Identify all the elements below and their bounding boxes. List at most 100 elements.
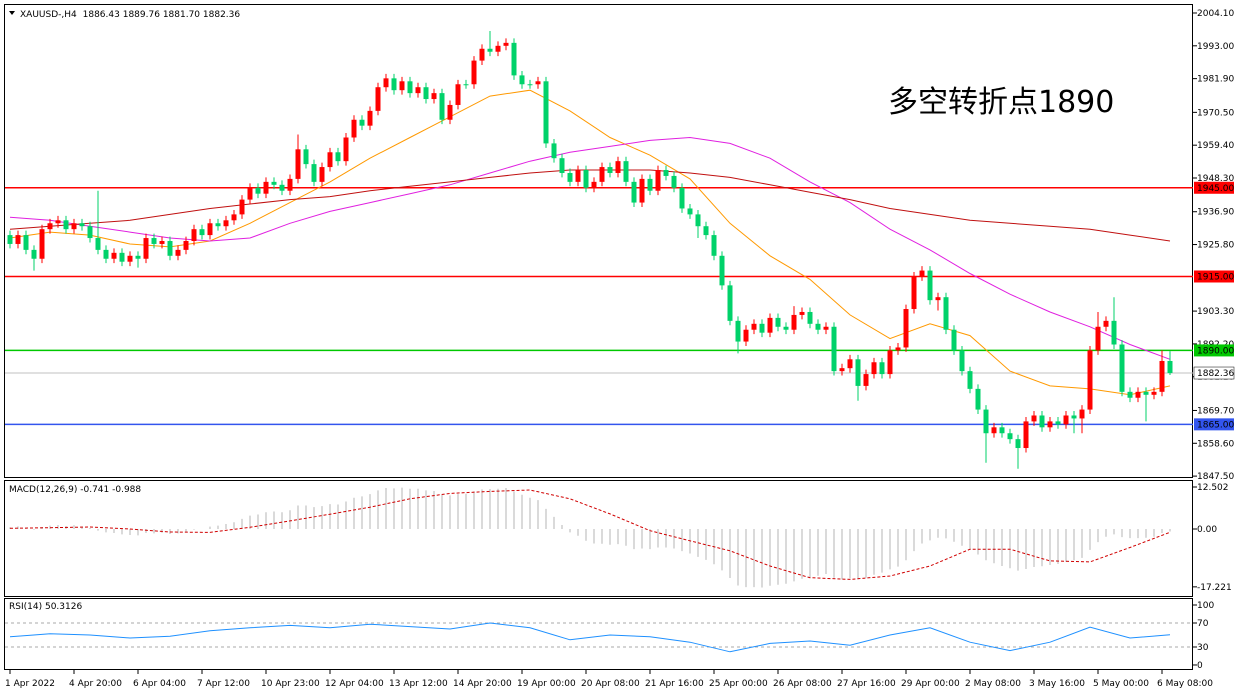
candle-body <box>295 149 301 179</box>
y-tick-label: 12.502 <box>1197 483 1229 493</box>
candle-body <box>775 317 781 327</box>
indicator-value: 50.3126 <box>45 602 82 612</box>
candle-body <box>271 181 277 185</box>
candle-body <box>839 368 845 372</box>
candle-body <box>735 320 741 342</box>
candle-body <box>375 87 381 111</box>
candle-body <box>247 187 253 200</box>
annotation: 多空转折点1890 <box>888 85 1114 120</box>
x-tick-label: 20 Apr 08:00 <box>581 679 640 689</box>
macd-pane <box>4 480 1193 597</box>
candle-body <box>79 223 85 227</box>
candle-body <box>135 255 141 259</box>
y-tick-label: -17.221 <box>1197 583 1232 593</box>
candle-body <box>455 84 461 105</box>
x-tick-label: 6 May 08:00 <box>1157 679 1213 689</box>
candle-body <box>831 326 837 372</box>
candle-body <box>47 223 53 230</box>
candle-body <box>1055 421 1061 425</box>
main-pane <box>4 4 1193 478</box>
level-label-box <box>1194 270 1234 283</box>
candle-body <box>927 270 933 301</box>
y-tick-label: 1858.60 <box>1197 439 1234 449</box>
candle-body <box>799 311 805 315</box>
x-tick-label: 1 Apr 2022 <box>5 679 55 689</box>
candle-body <box>1071 415 1077 419</box>
candle-body <box>391 78 397 91</box>
candle-body <box>1119 344 1125 392</box>
candle-body <box>431 93 437 100</box>
moving-average <box>9 89 1171 396</box>
x-tick-label: 14 Apr 20:00 <box>453 679 512 689</box>
chart-header: XAUUSD-,H4 1886.43 1889.76 1881.70 1882.… <box>20 10 240 20</box>
menu-triangle <box>9 11 15 15</box>
candle-body <box>871 362 877 375</box>
y-tick-label: 1948.30 <box>1197 174 1234 184</box>
candle-body <box>1103 320 1109 327</box>
candle-body <box>495 45 501 52</box>
y-tick-label: 1993.00 <box>1197 42 1234 52</box>
candle-body <box>487 48 493 52</box>
x-tick-label: 12 Apr 04:00 <box>325 679 384 689</box>
candle-body <box>167 241 173 256</box>
y-tick-label: 30 <box>1197 643 1209 653</box>
candle-body <box>767 317 773 333</box>
rsi-pane <box>4 598 1193 670</box>
candle-body <box>703 226 709 236</box>
candle-body <box>55 220 61 224</box>
x-tick-label: 5 May 00:00 <box>1093 679 1149 689</box>
candle-body <box>919 270 925 277</box>
candle-body <box>967 371 973 389</box>
candle-body <box>119 252 125 262</box>
candle-body <box>943 297 949 330</box>
candle-body <box>719 255 725 286</box>
x-tick-label: 19 Apr 00:00 <box>517 679 576 689</box>
candle-body <box>263 181 269 194</box>
candle-body <box>847 359 853 369</box>
last-price-box <box>1193 366 1235 380</box>
y-tick-label: 1936.90 <box>1197 208 1234 218</box>
candle-body <box>823 326 829 330</box>
y-tick-label: 1925.80 <box>1197 241 1234 251</box>
x-tick-label: 6 Apr 04:00 <box>133 679 186 689</box>
x-tick-label: 26 Apr 08:00 <box>773 679 832 689</box>
candle-body <box>111 252 117 259</box>
candle-body <box>599 167 605 182</box>
candle-body <box>319 167 325 182</box>
candle-body <box>679 187 685 209</box>
candle-body <box>31 249 37 259</box>
candle-body <box>751 323 757 330</box>
y-tick-label: 0 <box>1197 661 1203 671</box>
candle-body <box>1087 350 1093 410</box>
candle-body <box>1031 415 1037 422</box>
candle-body <box>783 326 789 330</box>
indicator-value: -0.988 <box>112 485 141 495</box>
candle-body <box>23 235 29 250</box>
candle-body <box>95 238 101 250</box>
candle-body <box>199 229 205 236</box>
candle-body <box>63 220 69 230</box>
indicator-value: -0.741 <box>80 485 109 495</box>
y-tick-label: 1970.50 <box>1197 108 1234 118</box>
macd-header: MACD(12,26,9) -0.741 -0.988 <box>9 485 141 495</box>
x-tick-label: 10 Apr 23:00 <box>261 679 320 689</box>
candle-body <box>239 199 245 215</box>
candle-body <box>1143 391 1149 395</box>
candle-body <box>343 137 349 162</box>
candle-body <box>1151 391 1157 395</box>
level-label: 1915.00 <box>1197 272 1234 282</box>
candle-body <box>527 84 533 86</box>
ohlc-value: 1882.36 <box>203 10 240 20</box>
candle-body <box>911 276 917 310</box>
indicator-name: MACD(12,26,9) <box>9 485 77 495</box>
y-tick-label: 100 <box>1197 601 1214 611</box>
candle-body <box>1007 433 1013 440</box>
candle-body <box>1079 409 1085 419</box>
candle-body <box>815 323 821 330</box>
level-label: 1865.00 <box>1197 420 1234 430</box>
candle-body <box>687 208 693 215</box>
y-tick-label: 0.00 <box>1197 525 1217 535</box>
candle-body <box>159 241 165 244</box>
candle-body <box>471 60 477 85</box>
